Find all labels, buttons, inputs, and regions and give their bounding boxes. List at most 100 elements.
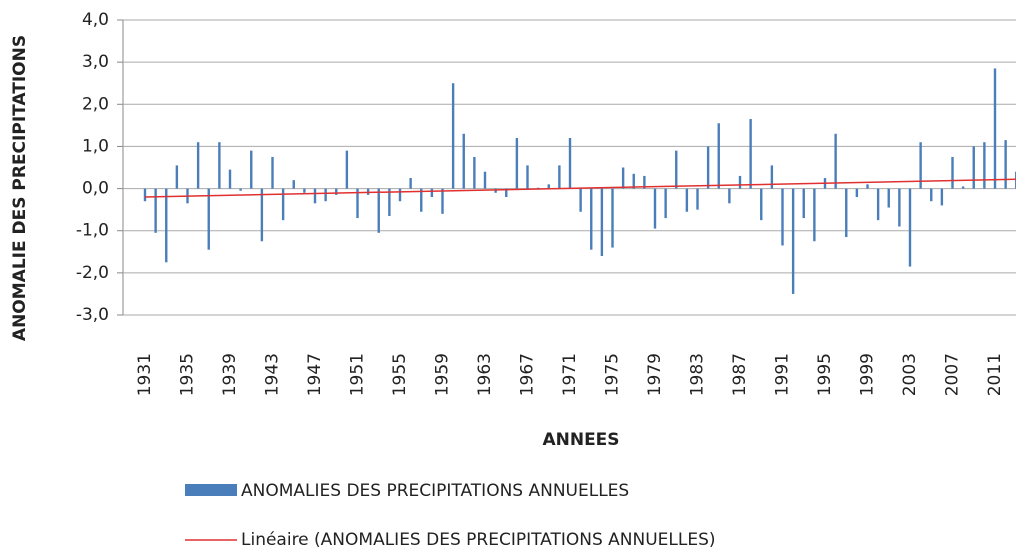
y-axis-label: ANOMALIE DES PRECIPITATIONS (10, 35, 30, 341)
bar (876, 188, 880, 221)
bar (791, 188, 795, 294)
bar (781, 188, 784, 246)
bar (196, 142, 200, 189)
bar (643, 175, 646, 189)
bar (590, 188, 593, 250)
bar (398, 188, 402, 202)
bar (462, 133, 465, 189)
bar (239, 188, 242, 191)
bar (388, 188, 391, 216)
y-tick-label: 4,0 (82, 10, 109, 30)
bar (430, 188, 434, 197)
bar (653, 188, 657, 229)
x-tick-label: 1935 (178, 353, 198, 396)
bar (494, 188, 497, 193)
x-tick-label: 1983 (688, 353, 708, 396)
x-tick-label: 1955 (390, 353, 410, 396)
y-tick-label: 0,0 (82, 179, 109, 199)
bar (218, 142, 221, 189)
x-tick-label: 1999 (858, 353, 878, 396)
bar (855, 188, 859, 197)
bar (749, 119, 752, 189)
bar (536, 187, 540, 189)
y-tick-label: -2,0 (76, 263, 109, 283)
bar (409, 178, 412, 189)
bar (611, 188, 614, 248)
bar (738, 175, 742, 189)
bar (600, 188, 604, 256)
bar (154, 188, 157, 233)
bar (303, 188, 306, 193)
x-tick-label: 1943 (263, 353, 283, 396)
y-tick-label: 1,0 (82, 136, 109, 156)
bar (866, 184, 869, 189)
x-tick-label: 1951 (348, 353, 368, 396)
x-tick-label: 2003 (900, 353, 920, 396)
x-tick-label: 1967 (518, 353, 538, 396)
bar (908, 188, 912, 267)
bar (271, 156, 274, 189)
bar (696, 188, 699, 210)
bar (919, 142, 922, 189)
bar (930, 188, 933, 202)
x-tick-label: 1975 (603, 353, 623, 396)
bar (813, 188, 816, 242)
x-tick-label: 1939 (220, 353, 240, 396)
bar (547, 184, 550, 189)
bar (706, 146, 710, 189)
x-tick-label: 2011 (985, 353, 1005, 396)
bar (770, 165, 774, 189)
bar (441, 188, 444, 214)
bar (898, 188, 901, 227)
bar (324, 188, 327, 202)
bar (420, 188, 423, 212)
bar (505, 188, 508, 197)
bar (335, 188, 338, 195)
bar (515, 138, 519, 189)
x-tick-label: 1995 (815, 353, 835, 396)
bar (568, 138, 572, 189)
bar (207, 188, 210, 250)
bar (675, 150, 678, 189)
bar (685, 188, 689, 212)
bar (526, 165, 529, 189)
legend-label: ANOMALIES DES PRECIPITATIONS ANNUELLES (241, 481, 629, 501)
bar (165, 188, 168, 263)
bar (292, 180, 295, 189)
bar (356, 188, 359, 219)
bar (483, 171, 487, 189)
bar (579, 188, 582, 212)
bar (621, 167, 625, 189)
y-tick-label: -3,0 (76, 305, 109, 325)
bar (972, 146, 975, 189)
bar (664, 188, 667, 219)
x-tick-label: 1931 (135, 353, 155, 396)
bar (281, 188, 285, 221)
x-tick-label: 1979 (645, 353, 665, 396)
x-tick-label: 1987 (730, 353, 750, 396)
legend-swatch (185, 484, 237, 496)
bar (728, 188, 731, 204)
bar (717, 123, 720, 189)
x-tick-label: 2007 (943, 353, 963, 396)
bar (313, 188, 317, 204)
bar (632, 173, 635, 189)
x-axis-label: ANNEES (542, 430, 619, 450)
bar (802, 188, 805, 219)
bar (845, 188, 848, 238)
x-tick-label: 1991 (773, 353, 793, 396)
x-tick-label: 1971 (560, 353, 580, 396)
bar (250, 150, 253, 189)
bar (940, 188, 944, 206)
y-tick-label: -1,0 (76, 221, 109, 241)
bar (993, 68, 997, 189)
bar (345, 150, 349, 189)
bar (834, 133, 837, 189)
y-tick-label: 2,0 (82, 94, 109, 114)
bar (260, 188, 264, 242)
bar (887, 188, 890, 208)
legend-label: Linéaire (ANOMALIES DES PRECIPITATIONS A… (241, 530, 716, 550)
bar (451, 83, 455, 189)
x-tick-label: 1963 (475, 353, 495, 396)
